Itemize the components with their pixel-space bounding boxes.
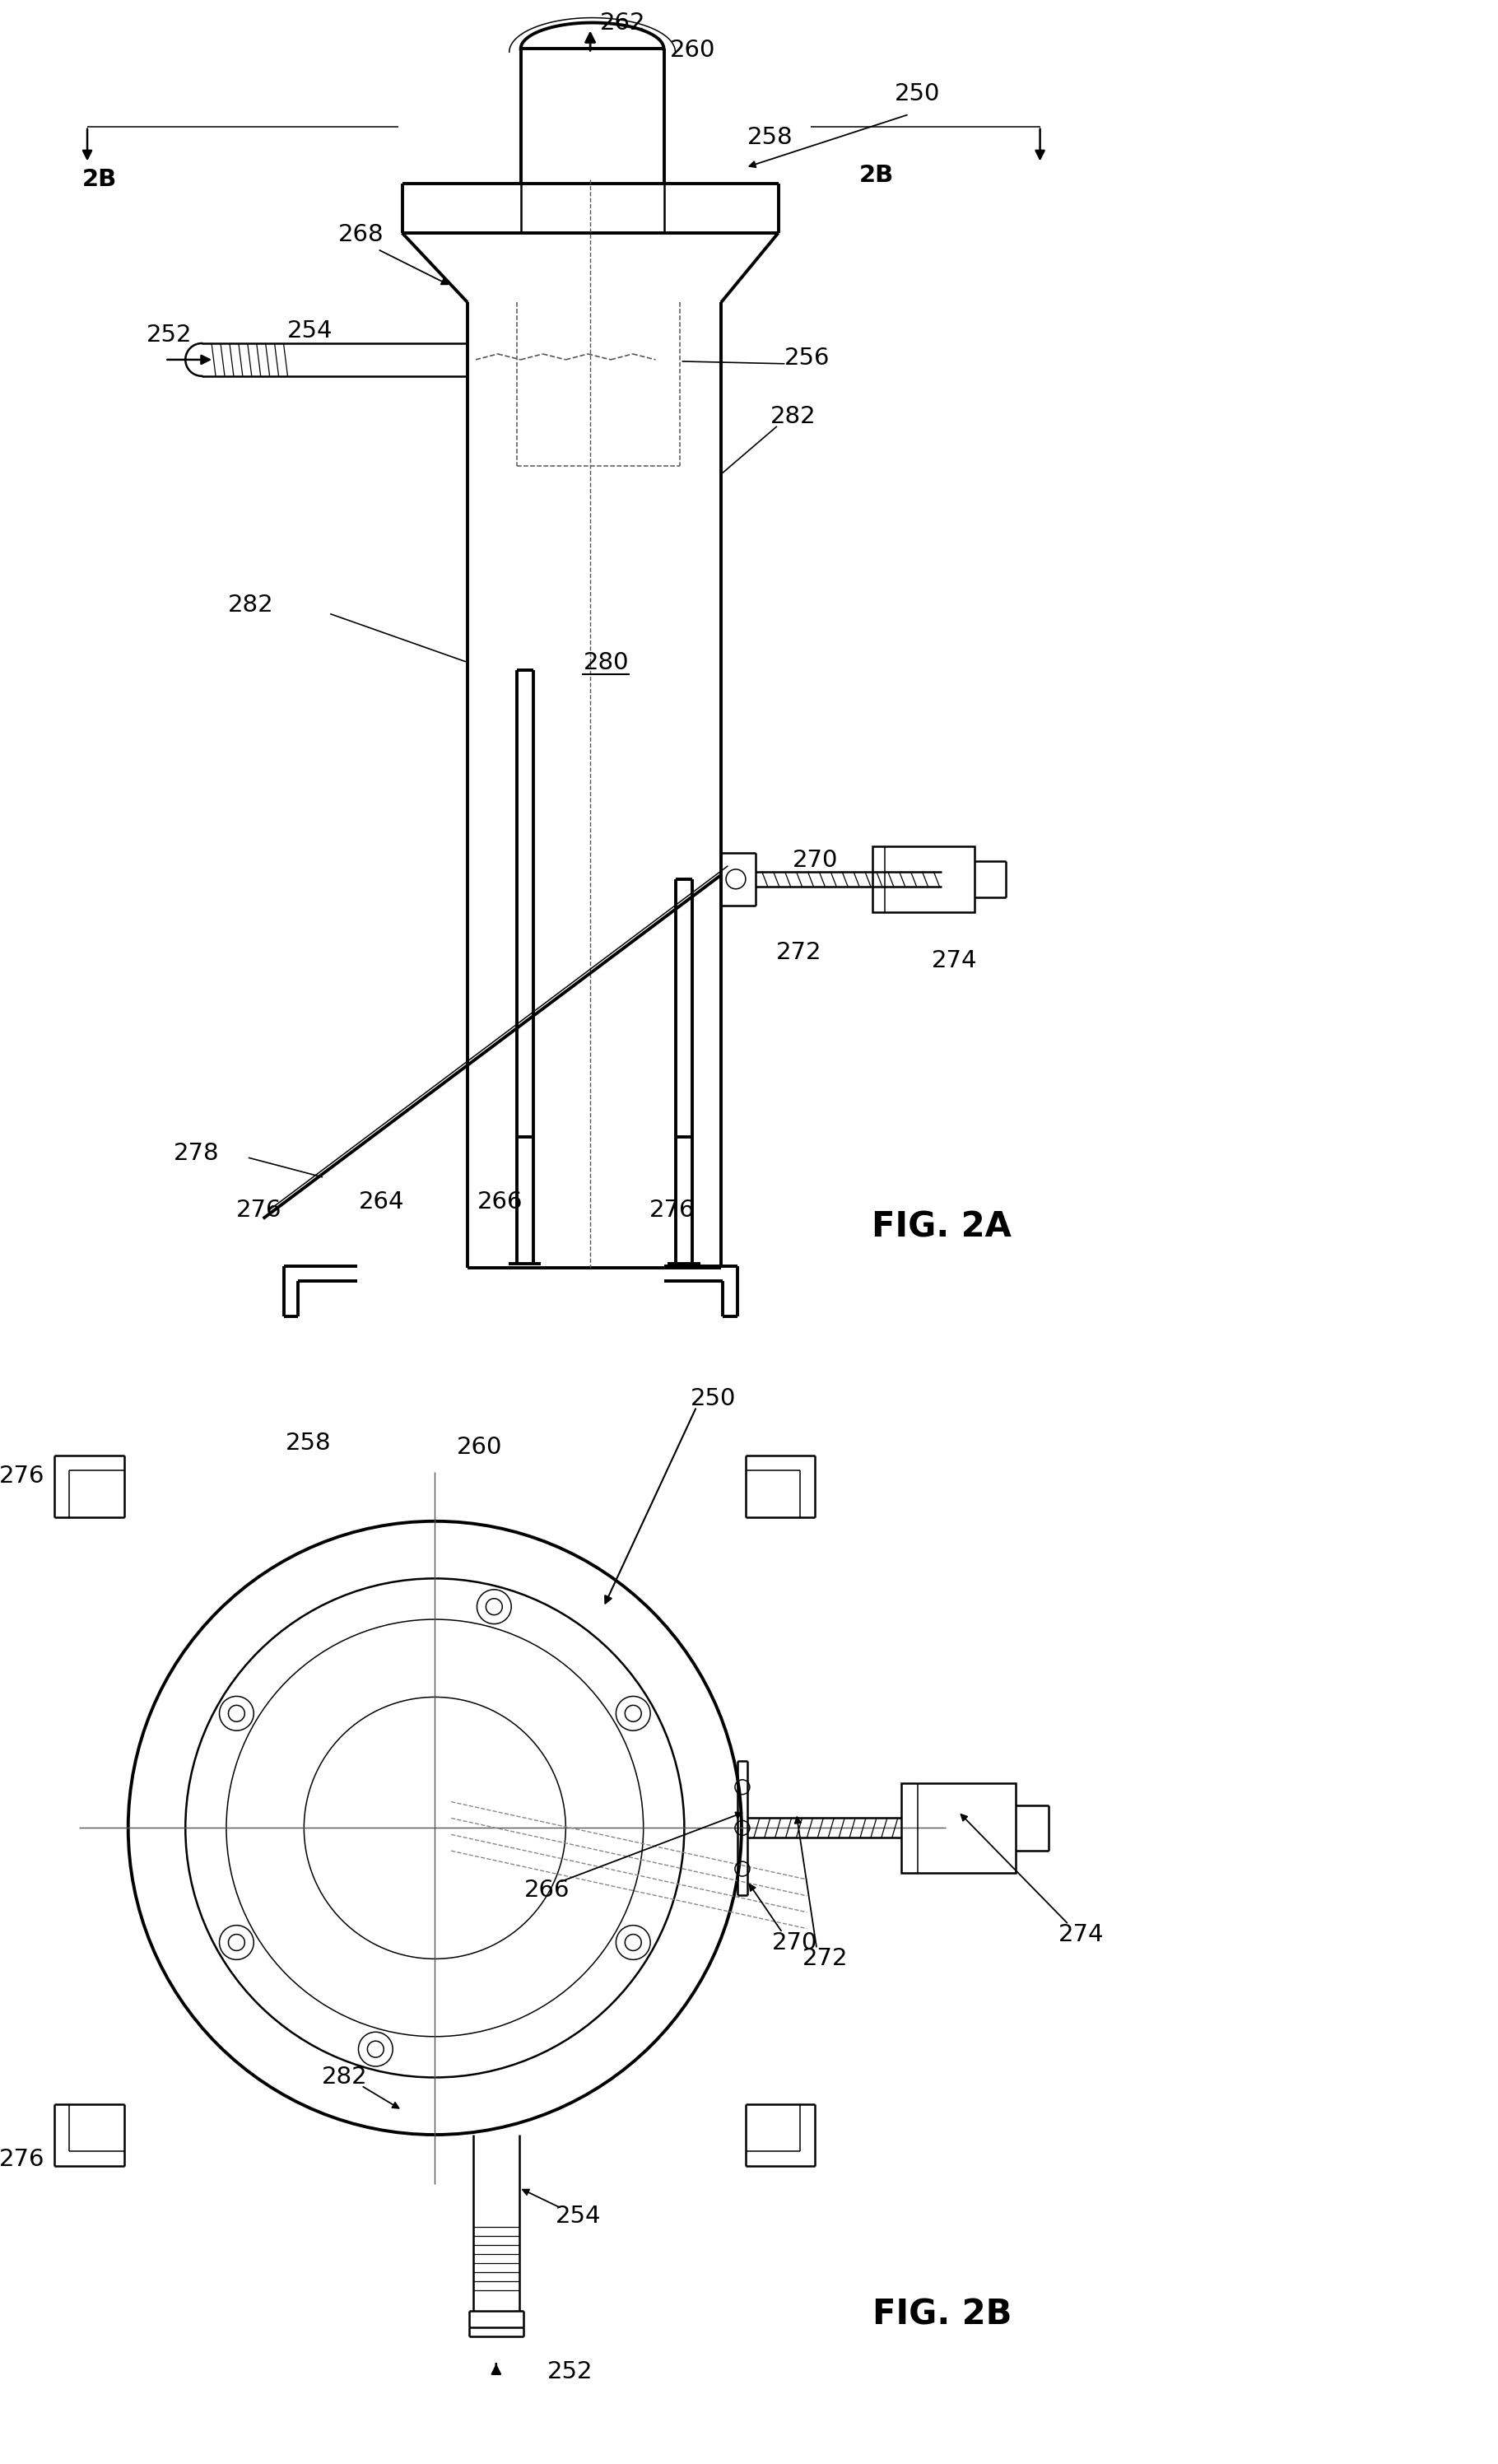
Text: 2B: 2B bbox=[82, 168, 117, 192]
Bar bbox=[872, 845, 975, 912]
Text: 252: 252 bbox=[147, 323, 192, 347]
Text: 254: 254 bbox=[288, 320, 333, 342]
Text: 2B: 2B bbox=[858, 165, 894, 187]
Text: 258: 258 bbox=[748, 126, 792, 148]
Text: 274: 274 bbox=[932, 949, 977, 973]
Text: 276: 276 bbox=[0, 2149, 45, 2171]
Text: 274: 274 bbox=[1058, 1922, 1104, 1947]
Text: 280: 280 bbox=[584, 650, 629, 673]
Text: 276: 276 bbox=[237, 1200, 282, 1222]
Text: 250: 250 bbox=[894, 81, 941, 106]
Text: FIG. 2B: FIG. 2B bbox=[872, 2296, 1011, 2331]
Text: 264: 264 bbox=[360, 1190, 404, 1215]
Text: 276: 276 bbox=[0, 1464, 45, 1488]
Text: 260: 260 bbox=[670, 39, 715, 62]
Text: 270: 270 bbox=[792, 848, 837, 872]
Text: 272: 272 bbox=[801, 1947, 848, 1971]
Text: 278: 278 bbox=[174, 1141, 219, 1165]
Text: 282: 282 bbox=[228, 594, 274, 616]
Text: 252: 252 bbox=[547, 2361, 593, 2383]
Text: 282: 282 bbox=[322, 2065, 369, 2089]
Bar bbox=[900, 1784, 1016, 1873]
Text: 266: 266 bbox=[524, 1880, 569, 1902]
Text: 258: 258 bbox=[285, 1432, 331, 1456]
Text: 276: 276 bbox=[649, 1200, 695, 1222]
Text: 268: 268 bbox=[339, 224, 383, 246]
Text: 250: 250 bbox=[691, 1387, 736, 1409]
Text: 266: 266 bbox=[478, 1190, 523, 1215]
Text: 260: 260 bbox=[457, 1437, 503, 1459]
Text: 262: 262 bbox=[601, 12, 646, 34]
Text: 256: 256 bbox=[783, 347, 830, 370]
Text: 282: 282 bbox=[770, 407, 816, 429]
Text: 272: 272 bbox=[776, 941, 821, 963]
Text: FIG. 2A: FIG. 2A bbox=[872, 1210, 1011, 1244]
Text: 270: 270 bbox=[771, 1932, 818, 1954]
Text: 254: 254 bbox=[556, 2205, 601, 2227]
